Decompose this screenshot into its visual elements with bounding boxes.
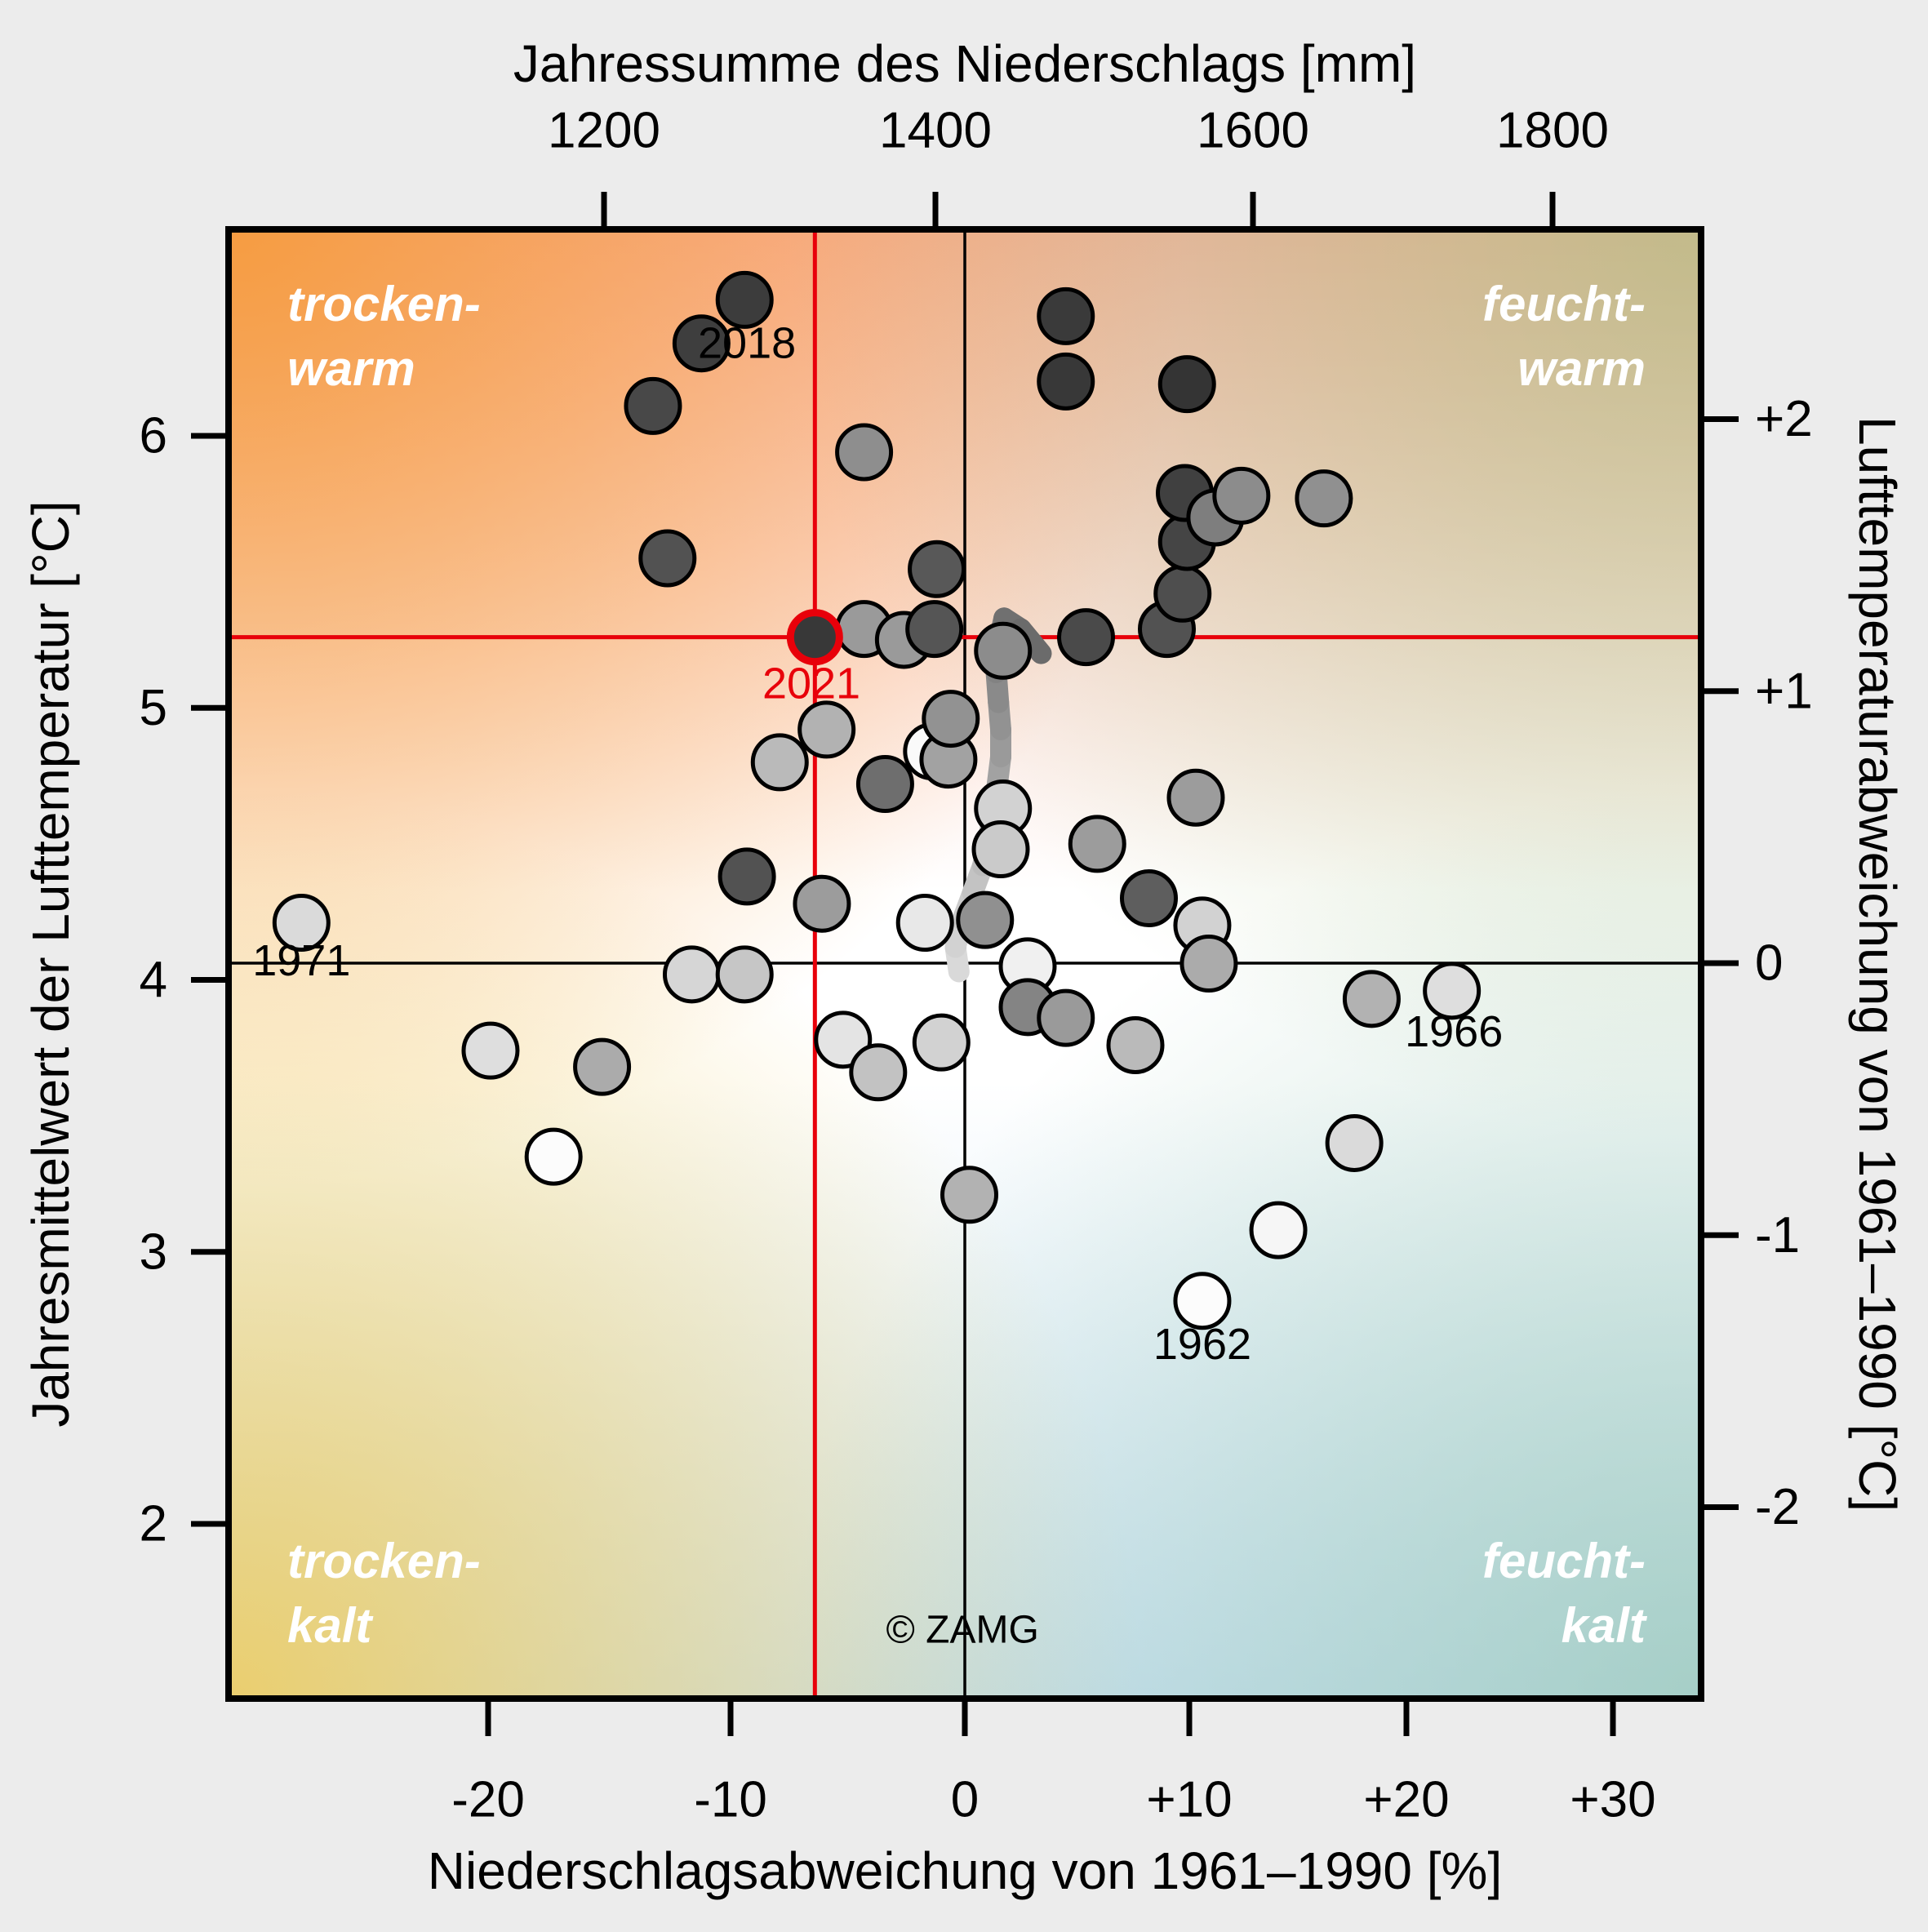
year-label-2018: 2018 — [698, 319, 796, 368]
quadrant-label: warm — [1517, 341, 1646, 396]
quadrant-label: trocken- — [287, 1534, 481, 1588]
data-point — [638, 529, 697, 588]
right-axis-tick-label: -1 — [1755, 1207, 1800, 1264]
right-axis-tick-label: +1 — [1755, 663, 1813, 719]
data-point — [908, 540, 966, 598]
bottom-axis-tick-label: 0 — [951, 1772, 979, 1828]
data-point — [1037, 352, 1095, 411]
data-point-1962 — [1173, 1272, 1232, 1330]
data-point — [1179, 935, 1238, 993]
data-point — [524, 1127, 583, 1186]
bottom-axis-tick-label: +10 — [1146, 1772, 1232, 1828]
data-point-1966 — [1423, 962, 1482, 1020]
left-axis-title: Jahresmittelwert der Lufttemperatur [°C] — [21, 500, 80, 1427]
data-point — [1037, 988, 1095, 1047]
axes: 1200 1400 1600 1800 Jahressumme des Niedersc… — [21, 34, 1907, 1900]
year-label-1971: 1971 — [252, 936, 350, 985]
data-point — [672, 314, 731, 373]
data-point — [750, 733, 809, 792]
data-point — [1166, 768, 1225, 827]
data-point — [1249, 1201, 1308, 1259]
left-axis-tick-label: 6 — [140, 408, 167, 464]
highlight-crosshair-2021 — [229, 229, 1701, 1699]
bottom-axis-tick-label: +20 — [1363, 1772, 1449, 1828]
data-point — [895, 894, 954, 953]
data-point — [940, 1166, 998, 1224]
top-axis-tick-label: 1200 — [548, 103, 660, 159]
data-point — [905, 600, 964, 659]
data-point — [1157, 355, 1216, 414]
right-axis-title: Lufttemperaturabweichung von 1961–1990 [… — [1848, 416, 1907, 1512]
right-axis-tick-label: 0 — [1755, 935, 1783, 992]
year-annotations: 2018 2021 1971 1966 1962 © ZAMG — [252, 319, 1503, 1652]
data-point-2018 — [715, 270, 774, 329]
top-axis-title: Jahressumme des Niederschlags [mm] — [513, 34, 1416, 93]
data-point — [956, 890, 1015, 949]
bottom-axis-title: Niederschlagsabweichung von 1961–1990 [%… — [428, 1841, 1502, 1900]
left-axis-tick-label: 3 — [140, 1224, 167, 1280]
data-point — [1295, 469, 1353, 528]
left-axis-tick-label: 5 — [140, 680, 167, 736]
data-point — [855, 755, 914, 814]
data-point — [1342, 970, 1401, 1028]
year-label-1966: 1966 — [1405, 1007, 1503, 1056]
data-point — [715, 945, 774, 1004]
data-point — [1037, 286, 1095, 345]
data-point — [624, 376, 682, 435]
left-axis-tick-label: 2 — [140, 1496, 167, 1552]
data-point-1971 — [272, 894, 331, 953]
data-point — [573, 1037, 632, 1096]
data-point — [912, 1013, 971, 1072]
data-point — [922, 690, 980, 748]
data-point — [1212, 466, 1271, 525]
data-point — [974, 621, 1033, 680]
left-axis-tick-label: 4 — [140, 952, 167, 1008]
top-axis-tick-label: 1400 — [879, 103, 992, 159]
data-point — [1120, 869, 1178, 928]
right-axis-tick-label: -2 — [1755, 1479, 1800, 1535]
quadrant-label: warm — [287, 341, 415, 396]
bottom-axis-tick-label: -20 — [451, 1772, 525, 1828]
data-point — [1153, 564, 1212, 623]
quadrant-label: trocken- — [287, 277, 481, 331]
year-label-1962: 1962 — [1153, 1320, 1251, 1369]
quadrant-label: kalt — [287, 1598, 374, 1653]
data-point — [1068, 815, 1126, 873]
bottom-axis-tick-label: +30 — [1570, 1772, 1655, 1828]
data-point — [793, 874, 851, 933]
quadrant-label: feucht- — [1482, 277, 1646, 331]
copyright-label: © ZAMG — [886, 1608, 1038, 1651]
data-point — [835, 423, 894, 482]
data-point — [797, 700, 856, 759]
data-point-2021-highlight — [786, 609, 843, 666]
bottom-axis-tick-label: -10 — [694, 1772, 767, 1828]
data-point — [1325, 1113, 1384, 1172]
quadrant-label: kalt — [1562, 1598, 1648, 1653]
data-point — [971, 820, 1030, 879]
data-points — [272, 270, 1482, 1330]
top-axis-tick-label: 1800 — [1496, 103, 1609, 159]
right-axis-tick-label: +2 — [1755, 391, 1813, 447]
data-point — [1106, 1015, 1165, 1074]
data-point — [1057, 608, 1115, 667]
quadrant-labels: trocken-warm feucht-warm trocken-kalt feuch… — [287, 277, 1648, 1653]
quadrant-label: feucht- — [1482, 1534, 1646, 1588]
data-point — [662, 945, 721, 1004]
data-point — [461, 1021, 520, 1080]
top-axis-tick-label: 1600 — [1197, 103, 1309, 159]
year-label-2021: 2021 — [762, 659, 860, 708]
data-point — [849, 1043, 908, 1102]
data-point — [717, 847, 776, 906]
